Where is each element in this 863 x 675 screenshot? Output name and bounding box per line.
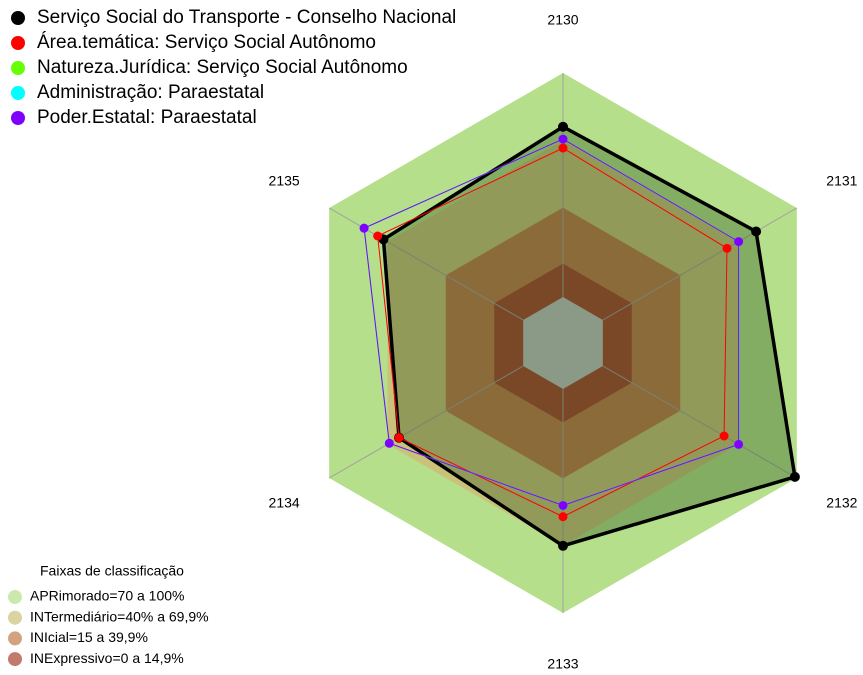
band-legend-label: INTermediário=40% a 69,9% [30, 608, 209, 624]
legend-label: Área.temática: Serviço Social Autônomo [37, 32, 376, 53]
legend-label: Serviço Social do Transporte - Conselho … [37, 7, 456, 28]
series-point [789, 471, 800, 482]
legend-marker [11, 86, 25, 100]
axis-label: 2131 [826, 173, 857, 189]
band-legend-marker [8, 631, 22, 646]
series-point [373, 231, 383, 241]
bands-title: Faixas de classificação [40, 563, 184, 579]
spoke [602, 365, 798, 479]
axis-label: 2132 [826, 495, 857, 511]
center-hole [523, 297, 603, 389]
series-point [558, 500, 568, 510]
series-point [719, 431, 729, 441]
band-legend-label: APRimorado=70 a 100% [30, 588, 185, 604]
series-point [384, 438, 394, 448]
series-point [558, 512, 568, 522]
axis-label: 2134 [269, 495, 300, 511]
series-point [359, 223, 369, 233]
axis-label: 2135 [269, 173, 300, 189]
legend-marker [11, 11, 25, 25]
legend-marker [11, 111, 25, 125]
legend-label: Administração: Paraestatal [37, 82, 264, 103]
series-point [558, 134, 568, 144]
legend-marker [11, 36, 25, 50]
legend-label: Natureza.Jurídica: Serviço Social Autôno… [37, 57, 408, 78]
spoke [602, 207, 798, 321]
band-legend-label: INExpressivo=0 a 14,9% [30, 650, 184, 666]
series-point [751, 226, 762, 237]
series-point [558, 143, 568, 153]
band-legend-marker [8, 610, 22, 625]
series-point [558, 121, 568, 132]
legend-label: Poder.Estatal: Paraestatal [37, 107, 257, 128]
series-point [394, 433, 404, 443]
axis-label: 2130 [547, 12, 578, 28]
spoke [328, 365, 524, 479]
band-legend-label: INIcial=15 a 39,9% [30, 629, 148, 645]
axis-label: 2133 [547, 656, 578, 672]
legend-marker [11, 61, 25, 75]
series-point [734, 237, 744, 247]
series-point [734, 439, 744, 449]
series-point [722, 243, 732, 253]
series-point [558, 540, 568, 551]
band-legend-marker [8, 590, 22, 604]
band-legend-marker [8, 652, 22, 667]
